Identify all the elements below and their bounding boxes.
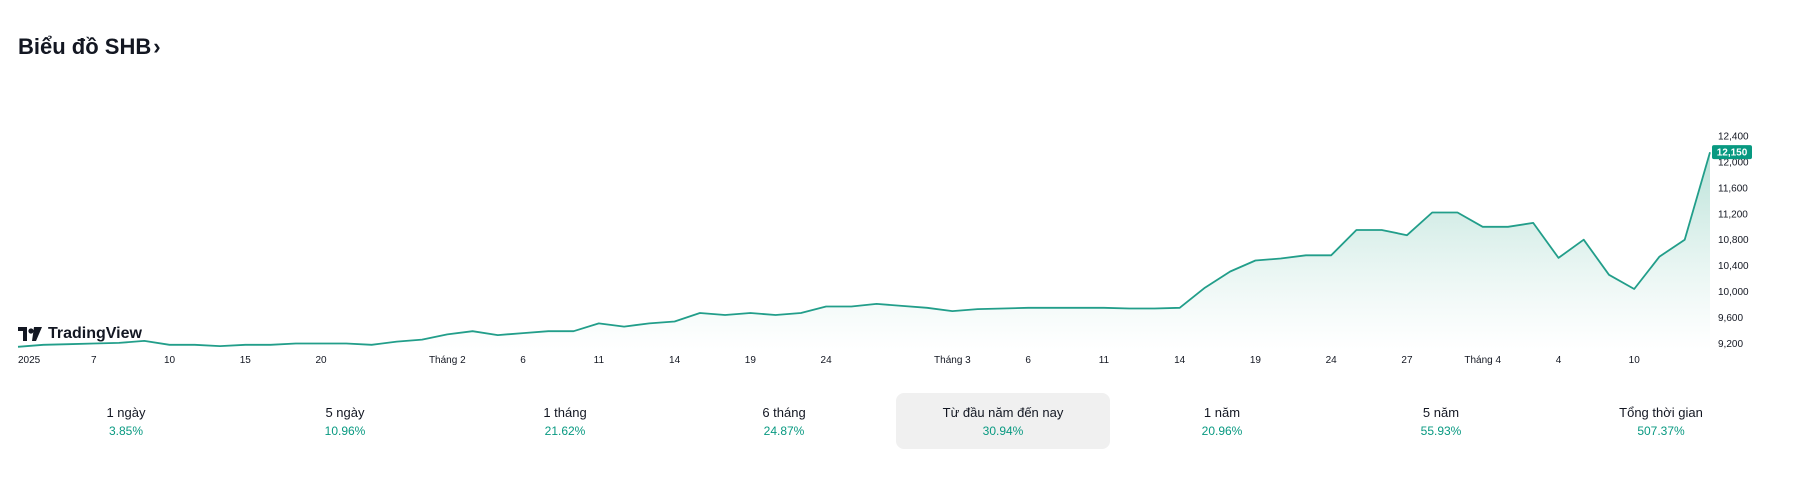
x-tick-label: 19 — [1250, 355, 1262, 366]
x-tick-label: 2025 — [18, 355, 41, 366]
x-tick-label: 4 — [1556, 355, 1562, 366]
period-change: 30.94% — [982, 423, 1024, 438]
x-tick-label: 27 — [1401, 355, 1413, 366]
price-area — [18, 152, 1710, 350]
period-option[interactable]: 5 năm 55.93% — [1334, 393, 1548, 449]
last-price-label: 12,150 — [1717, 148, 1748, 159]
x-tick-label: 6 — [520, 355, 526, 366]
y-tick-label: 12,400 — [1718, 131, 1749, 142]
chart-title-link[interactable]: Biểu đồ SHB › — [18, 34, 161, 60]
period-change: 20.96% — [1201, 423, 1243, 438]
x-tick-label: 11 — [594, 355, 605, 366]
period-label: 1 tháng — [543, 404, 587, 420]
x-tick-label: 10 — [1629, 355, 1641, 366]
period-change: 21.62% — [544, 423, 586, 438]
period-change: 507.37% — [1637, 423, 1685, 438]
period-label: 6 tháng — [762, 404, 806, 420]
x-tick-label: 19 — [745, 355, 757, 366]
y-tick-label: 11,200 — [1718, 209, 1748, 220]
period-change: 24.87% — [763, 423, 805, 438]
last-price-badge — [1712, 145, 1752, 160]
y-tick-label: 10,800 — [1718, 235, 1749, 246]
period-selector: 1 ngày 3.85% 5 ngày 10.96% 1 tháng 21.62% 6 th… — [0, 393, 1807, 453]
period-label: Tổng thời gian — [1619, 404, 1703, 420]
x-tick-label: 14 — [669, 355, 681, 366]
price-chart[interactable]: 9,200 9,600 10,000 10,400 10,800 11,200 11,600… — [0, 0, 1807, 380]
y-tick-label: 9,200 — [1718, 339, 1743, 350]
period-label: 5 ngày — [325, 404, 365, 420]
x-tick-label: 20 — [315, 355, 327, 366]
x-tick-label: 11 — [1099, 355, 1110, 366]
price-line — [17, 151, 1711, 348]
period-label: 5 năm — [1422, 404, 1460, 420]
period-option[interactable]: 5 ngày 10.96% — [238, 393, 452, 449]
period-change: 55.93% — [1420, 423, 1462, 438]
x-tick-label: 7 — [91, 355, 97, 366]
y-tick-label: 12,000 — [1718, 157, 1749, 168]
x-tick-label: 24 — [1326, 355, 1338, 366]
page-title: Biểu đồ SHB — [18, 34, 152, 59]
period-option[interactable]: 1 tháng 21.62% — [458, 393, 672, 449]
period-label: 1 ngày — [106, 404, 146, 420]
period-option[interactable]: 1 ngày 3.85% — [19, 393, 233, 449]
period-change: 10.96% — [324, 423, 366, 438]
x-tick-label: 10 — [164, 355, 176, 366]
y-tick-label: 11,600 — [1718, 183, 1748, 194]
period-label: 1 năm — [1203, 404, 1241, 420]
x-tick-label: 14 — [1174, 355, 1186, 366]
period-option[interactable]: 1 năm 20.96% — [1115, 393, 1329, 449]
x-tick-label: Tháng 2 — [429, 355, 466, 366]
period-label: Từ đầu năm đến nay — [942, 404, 1064, 420]
y-tick-label: 10,000 — [1718, 287, 1749, 298]
period-change: 3.85% — [108, 423, 144, 438]
period-option[interactable]: Từ đầu năm đến nay 30.94% — [896, 393, 1110, 449]
tradingview-logo[interactable]: TradingView — [18, 325, 142, 343]
period-option[interactable]: Tổng thời gian 507.37% — [1554, 393, 1768, 449]
logo-text: TradingView — [48, 325, 142, 342]
x-tick-label: 15 — [240, 355, 252, 366]
tradingview-logo-icon — [18, 327, 42, 341]
x-tick-label: Tháng 4 — [1464, 355, 1501, 366]
chevron-right-icon: › — [153, 34, 161, 59]
x-tick-label: Tháng 3 — [934, 355, 971, 366]
x-tick-label: 24 — [821, 355, 833, 366]
y-tick-label: 10,400 — [1718, 261, 1749, 272]
x-tick-label: 6 — [1025, 355, 1031, 366]
period-option[interactable]: 6 tháng 24.87% — [677, 393, 891, 449]
y-tick-label: 9,600 — [1718, 313, 1743, 324]
